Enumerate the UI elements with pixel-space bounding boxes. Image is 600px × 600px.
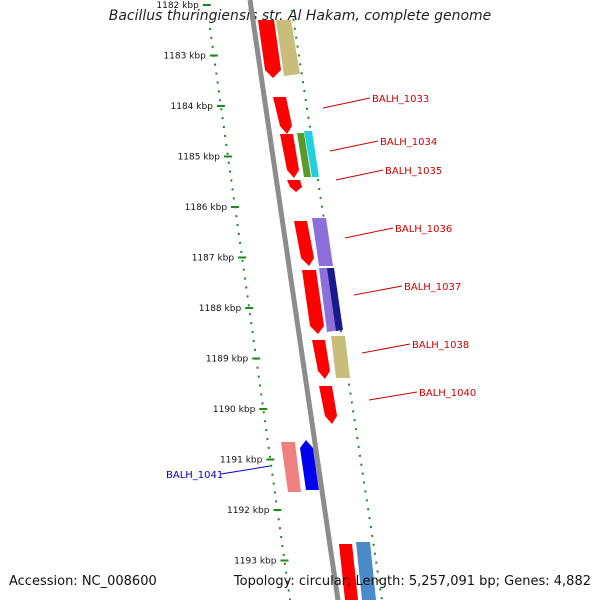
outer-ruler [209, 27, 291, 600]
gene-feature[interactable] [331, 336, 350, 378]
tick-label: 1182 kbp [156, 1, 199, 11]
gene-label-balh-1040[interactable]: BALH_1040 [419, 388, 476, 399]
gene-label-balh-1041[interactable]: BALH_1041 [166, 470, 223, 481]
gene-labels: BALH_1033 BALH_1034 BALH_1035 BALH_1036 … [166, 94, 476, 481]
tick-label: 1193 kbp [234, 557, 277, 567]
gene-label-balh-1033[interactable]: BALH_1033 [372, 94, 429, 105]
gene-feature[interactable] [319, 386, 337, 424]
gene-features [258, 20, 376, 600]
gene-feature[interactable] [273, 97, 292, 134]
tick-marks [202, 4, 289, 562]
gene-feature[interactable] [294, 221, 314, 266]
topology-text: Topology: circular; Length: 5,257,091 bp… [233, 574, 591, 589]
gene-leaders [220, 97, 418, 475]
gene-feature[interactable] [300, 440, 319, 490]
gene-feature[interactable] [312, 218, 333, 266]
tick-label: 1186 kbp [185, 203, 228, 213]
gene-feature[interactable] [281, 442, 301, 492]
gene-feature[interactable] [258, 20, 281, 78]
gene-feature[interactable] [339, 544, 358, 600]
gene-label-balh-1038[interactable]: BALH_1038 [412, 340, 469, 351]
tick-label: 1191 kbp [220, 456, 263, 466]
gene-feature[interactable] [312, 340, 330, 379]
gene-feature[interactable] [302, 270, 324, 334]
gene-feature[interactable] [280, 134, 299, 178]
accession-text: Accession: NC_008600 [9, 574, 157, 589]
tick-label: 1192 kbp [227, 506, 270, 516]
tick-label: 1185 kbp [178, 153, 221, 163]
tick-label: 1187 kbp [192, 254, 235, 264]
tick-label: 1190 kbp [213, 405, 256, 415]
gene-feature[interactable] [287, 180, 302, 192]
gene-feature[interactable] [297, 133, 311, 177]
gene-feature[interactable] [356, 542, 376, 600]
tick-label: 1189 kbp [206, 355, 249, 365]
tick-label: 1188 kbp [199, 304, 242, 314]
gene-label-balh-1036[interactable]: BALH_1036 [395, 224, 452, 235]
gene-label-balh-1035[interactable]: BALH_1035 [385, 166, 442, 177]
gene-feature[interactable] [276, 20, 300, 76]
gene-feature[interactable] [304, 131, 319, 177]
tick-label: 1184 kbp [171, 102, 214, 112]
genome-backbone [247, 0, 341, 600]
map-title: Bacillus thuringiensis str. Al Hakam, co… [108, 8, 492, 24]
tick-labels: 1182 kbp 1183 kbp 1184 kbp 1185 kbp 1186 kbp… [156, 1, 276, 567]
gene-feature[interactable] [327, 268, 343, 331]
tick-label: 1183 kbp [163, 52, 206, 62]
gene-label-balh-1037[interactable]: BALH_1037 [404, 282, 461, 293]
gene-label-balh-1034[interactable]: BALH_1034 [380, 137, 437, 148]
